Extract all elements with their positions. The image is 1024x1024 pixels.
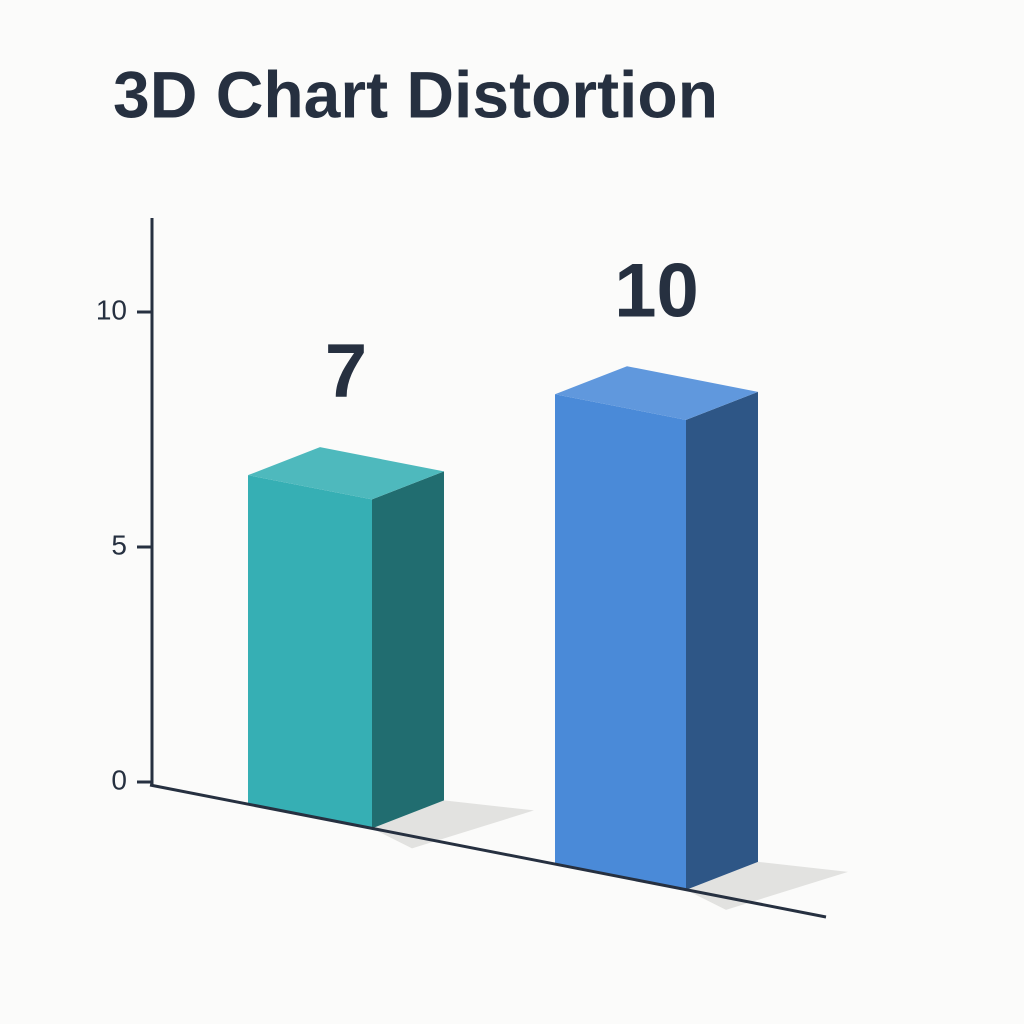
bar [555, 394, 686, 890]
y-tick-label: 10 [96, 294, 127, 325]
bar-side [372, 471, 444, 829]
bar [248, 475, 372, 829]
value-label: 7 [325, 329, 367, 414]
y-tick-label: 5 [111, 529, 127, 560]
bar-side [686, 391, 758, 890]
bar-top [555, 366, 758, 420]
value-label: 10 [614, 248, 699, 333]
x-axis [149, 783, 827, 919]
chart-title: 3D Chart Distortion [113, 57, 718, 131]
bar-top [248, 447, 444, 500]
y-tick-label: 0 [111, 764, 127, 795]
